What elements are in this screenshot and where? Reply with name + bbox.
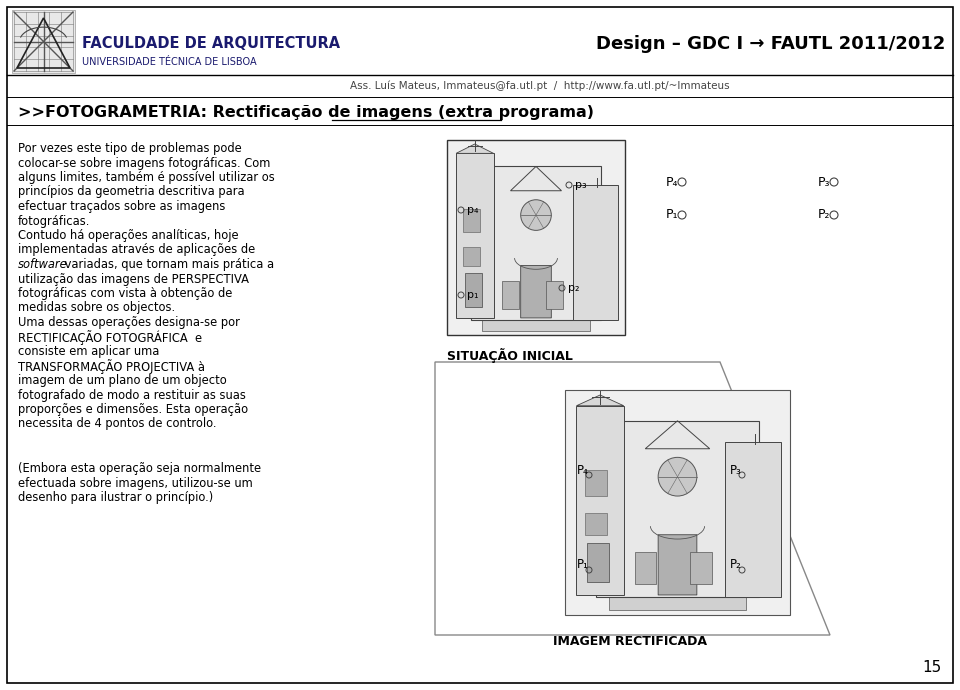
Bar bbox=[588, 543, 609, 582]
Text: SITUAÇÃO INICIAL: SITUAÇÃO INICIAL bbox=[447, 348, 573, 363]
Text: variadas, que tornam mais prática a: variadas, que tornam mais prática a bbox=[61, 258, 275, 271]
Text: P₃: P₃ bbox=[818, 175, 830, 188]
Bar bbox=[585, 471, 607, 496]
Text: implementadas através de aplicações de: implementadas através de aplicações de bbox=[18, 244, 255, 257]
Text: P₄: P₄ bbox=[577, 464, 588, 477]
Text: necessita de 4 pontos de controlo.: necessita de 4 pontos de controlo. bbox=[18, 417, 217, 431]
Text: alguns limites, também é possível utilizar os: alguns limites, também é possível utiliz… bbox=[18, 171, 275, 184]
Bar bbox=[546, 281, 564, 308]
Text: IMAGEM RECTIFICADA: IMAGEM RECTIFICADA bbox=[553, 635, 707, 648]
Bar bbox=[565, 390, 790, 615]
FancyBboxPatch shape bbox=[659, 535, 697, 595]
Bar bbox=[482, 318, 590, 331]
Text: p₂: p₂ bbox=[568, 283, 580, 293]
Bar bbox=[596, 421, 759, 597]
Bar bbox=[502, 281, 519, 308]
Text: proporções e dimensões. Esta operação: proporções e dimensões. Esta operação bbox=[18, 403, 248, 416]
Circle shape bbox=[520, 200, 551, 230]
Text: fotografado de modo a restituir as suas: fotografado de modo a restituir as suas bbox=[18, 388, 246, 402]
Text: P₄: P₄ bbox=[666, 175, 679, 188]
Text: Contudo há operações analíticas, hoje: Contudo há operações analíticas, hoje bbox=[18, 229, 239, 242]
Text: UNIVERSIDADE TÉCNICA DE LISBOA: UNIVERSIDADE TÉCNICA DE LISBOA bbox=[82, 57, 256, 67]
Text: p₁: p₁ bbox=[467, 290, 478, 300]
Bar bbox=[463, 247, 480, 266]
Polygon shape bbox=[456, 144, 493, 153]
Text: Design – GDC I → FAUTL 2011/2012: Design – GDC I → FAUTL 2011/2012 bbox=[595, 35, 945, 53]
Text: P₂: P₂ bbox=[818, 208, 830, 221]
Text: imagem de um plano de um objecto: imagem de um plano de um objecto bbox=[18, 374, 227, 387]
Bar bbox=[456, 153, 493, 318]
Bar bbox=[609, 595, 746, 610]
Bar bbox=[12, 10, 75, 73]
Text: TRANSFORMAÇÃO PROJECTIVA à: TRANSFORMAÇÃO PROJECTIVA à bbox=[18, 359, 205, 375]
FancyBboxPatch shape bbox=[520, 266, 551, 318]
Text: >>FOTOGRAMETRIA: Rectificação de imagens (extra programa): >>FOTOGRAMETRIA: Rectificação de imagens… bbox=[18, 104, 594, 119]
Bar bbox=[471, 166, 601, 319]
Text: Ass. Luís Mateus, lmmateus@fa.utl.pt  /  http://www.fa.utl.pt/~lmmateus: Ass. Luís Mateus, lmmateus@fa.utl.pt / h… bbox=[350, 81, 730, 91]
Bar bbox=[463, 210, 480, 232]
Bar bbox=[585, 513, 607, 535]
Text: medidas sobre os objectos.: medidas sobre os objectos. bbox=[18, 302, 175, 315]
Text: p₃: p₃ bbox=[575, 180, 587, 190]
Bar bbox=[725, 442, 780, 597]
Bar bbox=[447, 140, 625, 335]
Text: efectuada sobre imagens, utilizou-se um: efectuada sobre imagens, utilizou-se um bbox=[18, 477, 252, 489]
Text: software: software bbox=[18, 258, 68, 271]
Bar bbox=[690, 552, 712, 584]
Polygon shape bbox=[576, 395, 624, 406]
Text: P₁: P₁ bbox=[577, 558, 588, 571]
Text: p₄: p₄ bbox=[467, 205, 478, 215]
Bar bbox=[573, 185, 617, 319]
Bar bbox=[576, 406, 624, 595]
Text: (Embora esta operação seja normalmente: (Embora esta operação seja normalmente bbox=[18, 462, 261, 475]
Text: Por vezes este tipo de problemas pode: Por vezes este tipo de problemas pode bbox=[18, 142, 242, 155]
Text: FACULDADE DE ARQUITECTURA: FACULDADE DE ARQUITECTURA bbox=[82, 37, 340, 52]
Bar bbox=[635, 552, 656, 584]
Text: consiste em aplicar uma: consiste em aplicar uma bbox=[18, 345, 159, 358]
Text: colocar-se sobre imagens fotográficas. Com: colocar-se sobre imagens fotográficas. C… bbox=[18, 157, 271, 170]
Text: fotográficas.: fotográficas. bbox=[18, 215, 90, 228]
Text: P₃: P₃ bbox=[730, 464, 742, 477]
Circle shape bbox=[659, 457, 697, 496]
Text: Uma dessas operações designa-se por: Uma dessas operações designa-se por bbox=[18, 316, 240, 329]
Text: P₁: P₁ bbox=[666, 208, 679, 221]
Text: P₂: P₂ bbox=[730, 558, 742, 571]
Text: fotográficas com vista à obtenção de: fotográficas com vista à obtenção de bbox=[18, 287, 232, 300]
Text: RECTIFICAÇÃO FOTOGRÁFICA  e: RECTIFICAÇÃO FOTOGRÁFICA e bbox=[18, 331, 203, 346]
Text: desenho para ilustrar o princípio.): desenho para ilustrar o princípio.) bbox=[18, 491, 213, 504]
Bar bbox=[465, 273, 482, 306]
Text: efectuar traçados sobre as imagens: efectuar traçados sobre as imagens bbox=[18, 200, 226, 213]
Text: 15: 15 bbox=[923, 660, 942, 675]
Text: utilização das imagens de PERSPECTIVA: utilização das imagens de PERSPECTIVA bbox=[18, 273, 249, 286]
Text: princípios da geometria descritiva para: princípios da geometria descritiva para bbox=[18, 186, 245, 199]
